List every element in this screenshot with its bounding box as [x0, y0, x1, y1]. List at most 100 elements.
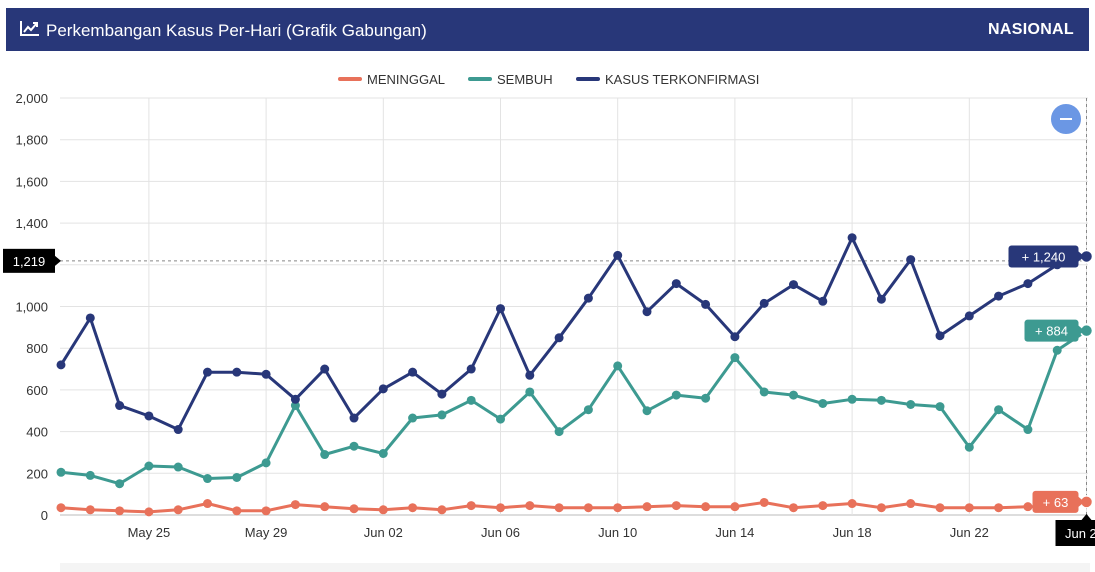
- data-point[interactable]: [759, 497, 769, 507]
- data-point[interactable]: [1023, 502, 1033, 512]
- data-point[interactable]: [261, 369, 271, 379]
- data-point[interactable]: [701, 299, 711, 309]
- data-point[interactable]: [408, 367, 418, 377]
- data-point[interactable]: [730, 502, 740, 512]
- data-point[interactable]: [876, 294, 886, 304]
- data-point[interactable]: [613, 503, 623, 513]
- data-point[interactable]: [232, 367, 242, 377]
- data-point[interactable]: [173, 505, 183, 515]
- data-point[interactable]: [701, 502, 711, 512]
- data-point[interactable]: [994, 503, 1004, 513]
- data-point[interactable]: [964, 503, 974, 513]
- data-point[interactable]: [232, 506, 242, 516]
- data-point[interactable]: [437, 389, 447, 399]
- data-point[interactable]: [144, 461, 154, 471]
- data-point[interactable]: [115, 506, 125, 516]
- data-point[interactable]: [378, 448, 388, 458]
- data-point[interactable]: [818, 296, 828, 306]
- data-point[interactable]: [554, 333, 564, 343]
- data-point[interactable]: [115, 401, 125, 411]
- data-point[interactable]: [613, 361, 623, 371]
- data-point[interactable]: [730, 353, 740, 363]
- data-point[interactable]: [437, 410, 447, 420]
- data-point[interactable]: [144, 411, 154, 421]
- data-point[interactable]: [320, 364, 330, 374]
- data-point[interactable]: [730, 332, 740, 342]
- data-point[interactable]: [759, 298, 769, 308]
- data-point[interactable]: [847, 394, 857, 404]
- data-point[interactable]: [671, 279, 681, 289]
- data-point[interactable]: [818, 501, 828, 511]
- data-point[interactable]: [847, 499, 857, 509]
- data-point[interactable]: [144, 507, 154, 517]
- data-point[interactable]: [496, 503, 505, 513]
- data-point[interactable]: [525, 387, 535, 397]
- data-point[interactable]: [378, 505, 388, 515]
- data-point[interactable]: [261, 458, 271, 468]
- data-point[interactable]: [906, 399, 916, 409]
- data-point[interactable]: [466, 364, 476, 374]
- data-point[interactable]: [349, 504, 359, 514]
- data-point[interactable]: [789, 390, 798, 400]
- data-point[interactable]: [642, 307, 652, 317]
- data-point[interactable]: [232, 472, 242, 482]
- data-point[interactable]: [1023, 279, 1033, 289]
- legend-item-label[interactable]: MENINGGAL: [367, 72, 445, 87]
- data-point[interactable]: [642, 406, 652, 416]
- data-point[interactable]: [56, 360, 66, 370]
- data-point[interactable]: [876, 503, 886, 513]
- data-point[interactable]: [85, 313, 95, 323]
- data-point[interactable]: [290, 500, 300, 510]
- data-point[interactable]: [818, 398, 828, 408]
- data-point[interactable]: [378, 384, 388, 394]
- data-point[interactable]: [290, 394, 300, 404]
- data-point[interactable]: [583, 405, 593, 415]
- data-point[interactable]: [496, 414, 505, 424]
- data-point[interactable]: [349, 441, 359, 451]
- data-point[interactable]: [935, 331, 945, 341]
- data-point[interactable]: [583, 503, 593, 513]
- data-point[interactable]: [554, 427, 564, 437]
- data-point[interactable]: [935, 402, 945, 412]
- data-point[interactable]: [437, 505, 447, 515]
- data-point[interactable]: [85, 505, 95, 515]
- data-point[interactable]: [613, 250, 623, 260]
- data-point[interactable]: [994, 291, 1004, 301]
- data-point[interactable]: [349, 413, 359, 423]
- data-point[interactable]: [408, 413, 418, 423]
- data-point[interactable]: [789, 503, 798, 513]
- data-point[interactable]: [466, 395, 476, 405]
- data-point[interactable]: [56, 467, 66, 477]
- data-point[interactable]: [583, 293, 593, 303]
- data-point[interactable]: [906, 499, 916, 509]
- data-point[interactable]: [525, 501, 535, 511]
- data-point[interactable]: [203, 474, 212, 484]
- data-point[interactable]: [847, 233, 857, 243]
- data-point[interactable]: [671, 501, 681, 511]
- data-point[interactable]: [525, 370, 535, 380]
- data-point[interactable]: [789, 280, 798, 290]
- data-point[interactable]: [671, 390, 681, 400]
- data-point[interactable]: [935, 503, 945, 513]
- data-point[interactable]: [964, 442, 974, 452]
- data-point[interactable]: [320, 450, 330, 460]
- data-point[interactable]: [964, 311, 974, 321]
- data-point[interactable]: [906, 255, 916, 265]
- data-point[interactable]: [320, 502, 330, 512]
- data-point[interactable]: [261, 506, 271, 516]
- data-point[interactable]: [1052, 345, 1062, 355]
- data-point[interactable]: [496, 304, 505, 314]
- data-point[interactable]: [173, 462, 183, 472]
- data-point[interactable]: [701, 393, 711, 403]
- data-point[interactable]: [642, 502, 652, 512]
- legend-item-label[interactable]: KASUS TERKONFIRMASI: [605, 72, 759, 87]
- data-point[interactable]: [466, 501, 476, 511]
- data-point[interactable]: [1023, 425, 1033, 435]
- data-point[interactable]: [115, 479, 125, 489]
- data-point[interactable]: [554, 503, 564, 513]
- data-point[interactable]: [408, 503, 418, 513]
- data-point[interactable]: [876, 395, 886, 405]
- data-point[interactable]: [203, 499, 212, 509]
- data-point[interactable]: [290, 401, 300, 411]
- data-point[interactable]: [56, 503, 66, 513]
